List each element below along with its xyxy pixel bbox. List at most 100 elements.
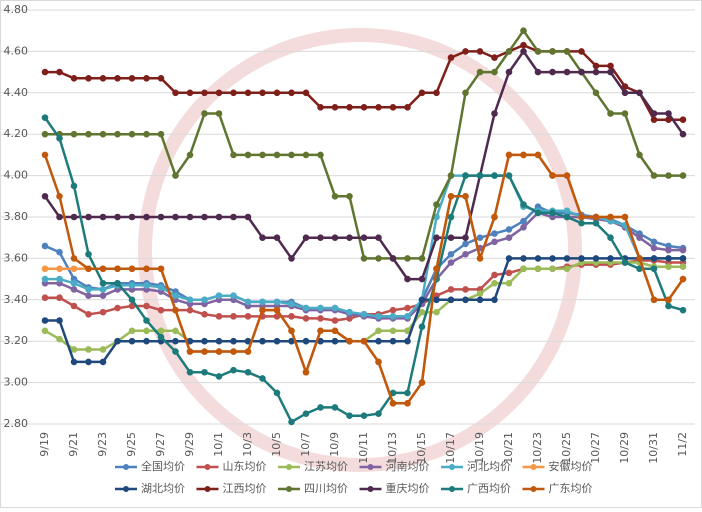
x-tick-label: 10/21 — [502, 432, 515, 464]
legend-marker — [204, 464, 211, 470]
data-point — [143, 130, 150, 138]
data-point — [85, 310, 92, 318]
data-point — [172, 348, 179, 355]
data-point — [346, 234, 353, 241]
data-point — [172, 327, 179, 335]
legend-marker — [530, 464, 537, 470]
data-point — [143, 213, 150, 221]
data-point — [549, 265, 556, 273]
data-point — [375, 103, 382, 111]
data-point — [476, 68, 484, 76]
data-point — [679, 246, 687, 254]
data-point — [114, 337, 121, 345]
data-point — [302, 368, 310, 376]
data-point — [172, 292, 179, 299]
data-point — [317, 315, 324, 322]
x-tick-label: 10/19 — [473, 432, 486, 464]
data-point — [56, 248, 63, 256]
data-point — [520, 27, 527, 35]
data-point — [418, 89, 426, 97]
legend-marker — [367, 464, 374, 470]
data-point — [549, 68, 556, 76]
legend-label: 广东均价 — [549, 482, 593, 495]
data-point — [447, 54, 455, 61]
data-point — [41, 193, 49, 200]
data-point — [70, 302, 78, 310]
data-point — [85, 346, 92, 353]
data-point — [360, 412, 368, 420]
data-point — [331, 234, 339, 241]
data-point — [404, 103, 411, 111]
data-point — [346, 412, 353, 420]
data-point — [389, 255, 397, 262]
data-point — [520, 41, 527, 49]
data-point — [375, 410, 382, 417]
data-point — [331, 337, 339, 345]
data-point — [128, 327, 136, 335]
data-point — [215, 292, 223, 299]
data-point — [41, 327, 49, 335]
data-point — [447, 193, 455, 200]
data-point — [288, 327, 295, 335]
data-point — [433, 296, 440, 304]
x-tick-label: 10/29 — [618, 432, 631, 464]
data-point — [679, 263, 687, 270]
data-point — [621, 213, 629, 221]
data-point — [172, 89, 179, 97]
x-tick-label: 10/5 — [270, 432, 283, 457]
data-point — [99, 286, 107, 293]
data-point — [404, 337, 411, 345]
data-point — [128, 75, 136, 82]
data-point — [607, 213, 614, 221]
data-point — [41, 294, 49, 302]
data-point — [259, 306, 266, 314]
data-point — [114, 75, 121, 82]
data-point — [404, 275, 411, 283]
x-tick-label: 9/27 — [154, 432, 167, 457]
data-point — [157, 265, 165, 273]
data-point — [41, 68, 49, 76]
data-point — [491, 279, 498, 287]
data-point — [186, 89, 194, 97]
data-point — [462, 250, 469, 258]
data-point — [201, 368, 208, 376]
data-point — [186, 348, 194, 355]
data-point — [592, 255, 600, 262]
data-point — [128, 265, 136, 273]
data-point — [505, 172, 513, 179]
data-point — [317, 103, 324, 111]
data-point — [85, 75, 92, 82]
data-point — [56, 265, 63, 273]
data-point — [230, 89, 237, 97]
data-point — [563, 213, 571, 221]
data-point — [273, 151, 281, 159]
data-point — [389, 327, 397, 335]
data-point — [70, 286, 78, 293]
data-point — [186, 368, 194, 376]
data-point — [143, 317, 150, 324]
data-point — [476, 296, 484, 304]
x-tick-label: 10/3 — [241, 432, 254, 457]
legend-label: 河南均价 — [386, 460, 430, 473]
data-point — [505, 226, 513, 233]
y-tick-label: 3.60 — [4, 251, 29, 264]
data-point — [85, 286, 92, 293]
data-point — [636, 234, 643, 241]
data-point — [491, 54, 498, 61]
data-point — [114, 279, 121, 287]
data-point — [418, 296, 426, 304]
data-point — [157, 306, 165, 314]
data-point — [665, 110, 672, 117]
data-point — [346, 337, 353, 345]
data-point — [259, 375, 266, 382]
data-point — [56, 317, 63, 324]
data-point — [607, 62, 614, 70]
data-point — [201, 337, 208, 345]
data-point — [288, 313, 295, 320]
data-point — [360, 234, 368, 241]
data-point — [56, 213, 63, 221]
data-point — [505, 151, 513, 159]
data-point — [404, 304, 411, 312]
data-point — [563, 48, 571, 55]
